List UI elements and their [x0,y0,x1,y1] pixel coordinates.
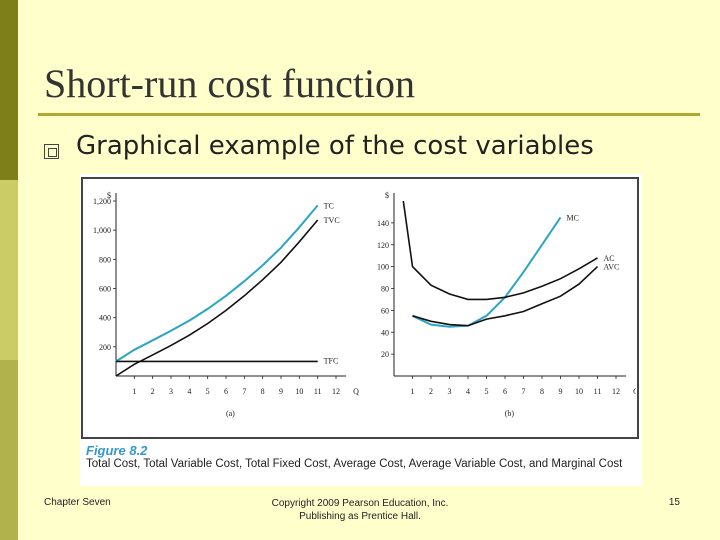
x-tick-label: 7 [242,387,246,396]
x-tick-label: 5 [485,387,489,396]
x-tick-label: 11 [594,387,602,396]
series-line-tvc [115,219,319,377]
x-tick-label: 9 [559,387,563,396]
x-tick-label: 8 [261,387,265,396]
y-tick-label: 1,200 [93,197,111,206]
series-label-tfc: TFC [324,356,339,365]
y-tick-label: 120 [377,241,389,250]
y-tick-label: 140 [377,219,389,228]
y-tick-label: 60 [381,306,389,315]
x-tick-label: 6 [224,387,228,396]
series-label-ac: AC [604,254,615,263]
y-tick-label: 100 [377,263,389,272]
x-tick-label: 3 [169,387,173,396]
title-underline [38,113,700,116]
x-tick-label: 12 [612,387,620,396]
series-label-tc: TC [324,201,334,210]
slide-title: Short-run cost function [44,61,416,106]
footer-chapter: Chapter Seven [44,497,111,508]
footer-copyright-line2: Publishing as Prentice Hall. [299,511,421,522]
series-label-tvc: TVC [324,216,340,225]
bullet-text: Graphical example of the cost variables [76,131,594,161]
x-tick-label: 10 [295,387,303,396]
decor-bar-bottom [0,360,18,540]
decor-bar-middle [0,180,18,360]
y-axis-label: $ [385,191,389,200]
footer-copyright: Copyright 2009 Pearson Education, Inc. P… [240,497,480,523]
page-number: 15 [668,497,680,508]
y-tick-label: 600 [99,285,111,294]
x-tick-label: 4 [187,387,191,396]
series-line-avc [412,266,599,327]
figure-label: Figure 8.2 [86,443,148,458]
y-tick-label: 200 [99,343,111,352]
figure-frame [81,177,639,439]
y-tick-label: 80 [381,285,389,294]
series-line-mc [412,216,562,328]
y-tick-label: 20 [381,350,389,359]
x-tick-label: 7 [522,387,526,396]
x-tick-label: 2 [151,387,155,396]
x-tick-label: 5 [206,387,210,396]
y-tick-label: 40 [381,328,389,337]
y-tick-label: 1,000 [93,226,111,235]
y-axis-label: $ [107,191,111,200]
x-tick-label: 4 [466,387,470,396]
x-tick-label: 9 [279,387,283,396]
x-tick-label: 11 [314,387,322,396]
y-tick-label: 400 [99,314,111,323]
y-tick-label: 800 [99,255,111,264]
x-axis-label: Q [633,387,636,396]
panel-label: (b) [505,409,515,418]
x-tick-label: 8 [540,387,544,396]
series-label-avc: AVC [604,263,620,272]
x-tick-label: 1 [411,387,415,396]
figure-caption: Total Cost, Total Variable Cost, Total F… [86,458,623,470]
series-label-mc: MC [567,213,579,222]
x-tick-label: 3 [448,387,452,396]
x-tick-label: 1 [132,387,136,396]
x-tick-label: 10 [575,387,583,396]
series-line-tc [115,204,319,363]
bullet-icon [44,144,59,159]
x-tick-label: 12 [332,387,340,396]
x-tick-label: 6 [503,387,507,396]
series-line-ac [402,200,598,301]
panel-label: (a) [226,409,235,418]
decor-bar-top [0,0,18,180]
x-tick-label: 2 [429,387,433,396]
x-axis-label: Q [353,387,359,396]
footer-copyright-line1: Copyright 2009 Pearson Education, Inc. [271,498,449,509]
